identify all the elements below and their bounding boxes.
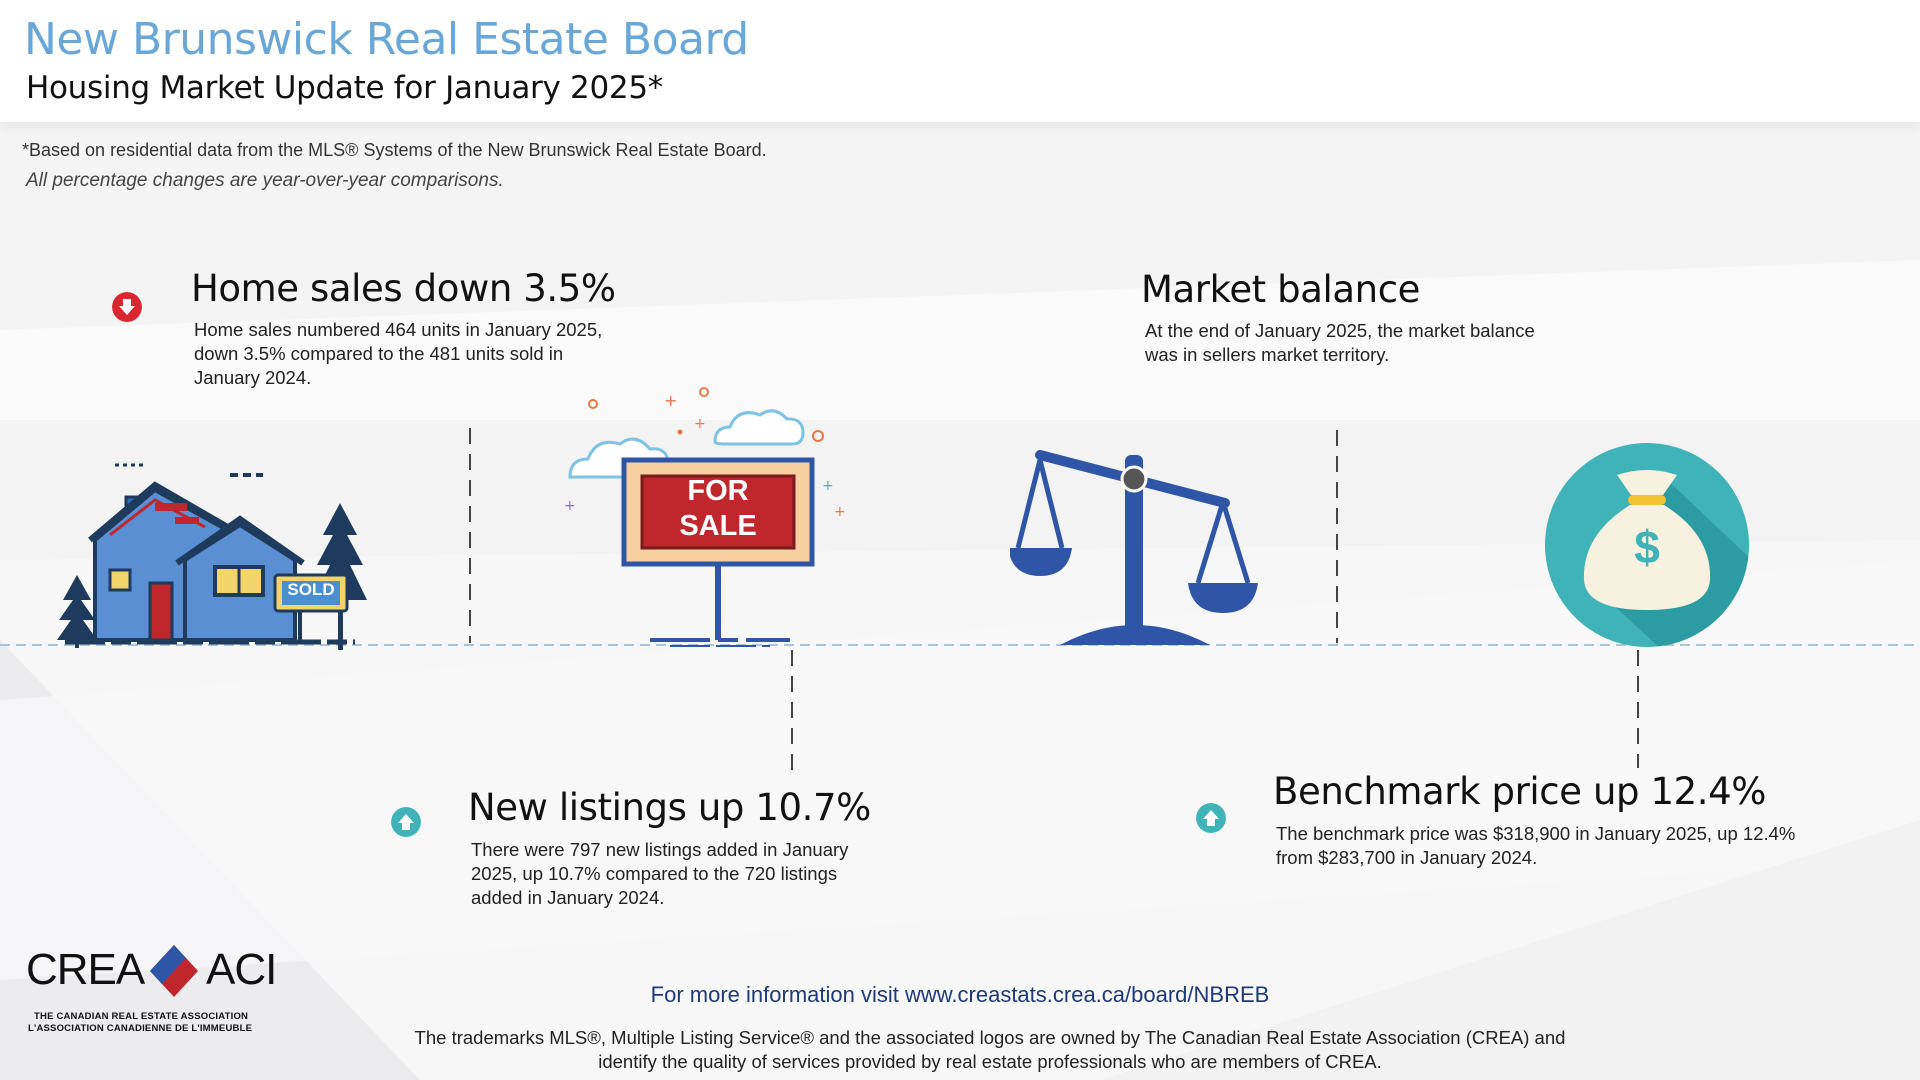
- up-arrow-icon: [391, 807, 421, 837]
- aci-logo-text: ACI: [206, 945, 277, 994]
- org-title: New Brunswick Real Estate Board: [24, 14, 749, 65]
- svg-text:+: +: [694, 416, 706, 432]
- market-balance-description: At the end of January 2025, the market b…: [1145, 320, 1535, 365]
- crea-logo[interactable]: CREA ACI THE CANADIAN REAL ESTATE ASSOCI…: [26, 945, 286, 1035]
- home-sales-title: Home sales down 3.5%: [191, 267, 616, 310]
- data-basis-note: *Based on residential data from the MLS®…: [22, 140, 767, 160]
- crea-logo-subtitle-en: THE CANADIAN REAL ESTATE ASSOCIATION: [34, 1011, 249, 1022]
- benchmark-price-title: Benchmark price up 12.4%: [1273, 770, 1766, 813]
- market-balance-title: Market balance: [1141, 268, 1421, 311]
- for-sale-line1: FOR: [687, 475, 749, 507]
- trademark-notice: The trademarks MLS®, Multiple Listing Se…: [414, 1027, 1566, 1072]
- header-bar: New Brunswick Real Estate Board Housing …: [0, 0, 1920, 122]
- page-subtitle: Housing Market Update for January 2025*: [26, 70, 663, 106]
- comparison-note: All percentage changes are year-over-yea…: [26, 170, 504, 191]
- for-sale-sign-illustration: + + + + +: [564, 387, 846, 647]
- svg-text:+: +: [834, 504, 846, 520]
- svg-text:+: +: [564, 498, 576, 514]
- dollar-symbol: $: [1634, 521, 1660, 573]
- svg-text:+: +: [822, 478, 834, 494]
- for-sale-label: FOR SALE: [642, 474, 794, 544]
- down-arrow-icon: [112, 292, 142, 322]
- crea-diamond-icon: [150, 945, 198, 997]
- sold-sign-label: SOLD: [287, 580, 335, 599]
- crea-logo-text: CREA: [26, 945, 145, 994]
- svg-text:+: +: [664, 391, 677, 410]
- benchmark-price-description: The benchmark price was $318,900 in Janu…: [1276, 823, 1796, 868]
- new-listings-title: New listings up 10.7%: [468, 786, 871, 829]
- balance-scale-icon: [1010, 450, 1258, 645]
- sold-house-illustration: [57, 463, 367, 650]
- for-sale-line2: SALE: [679, 510, 757, 542]
- up-arrow-icon: [1196, 803, 1226, 833]
- crea-logo-subtitle-fr: L'ASSOCIATION CANADIENNE DE L'IMMEUBLE: [28, 1023, 253, 1034]
- home-sales-description: Home sales numbered 464 units in January…: [194, 319, 603, 388]
- new-listings-description: There were 797 new listings added in Jan…: [471, 839, 849, 908]
- money-bag-icon: [1545, 443, 1749, 647]
- more-info-link[interactable]: For more information visit www.creastats…: [650, 982, 1270, 1007]
